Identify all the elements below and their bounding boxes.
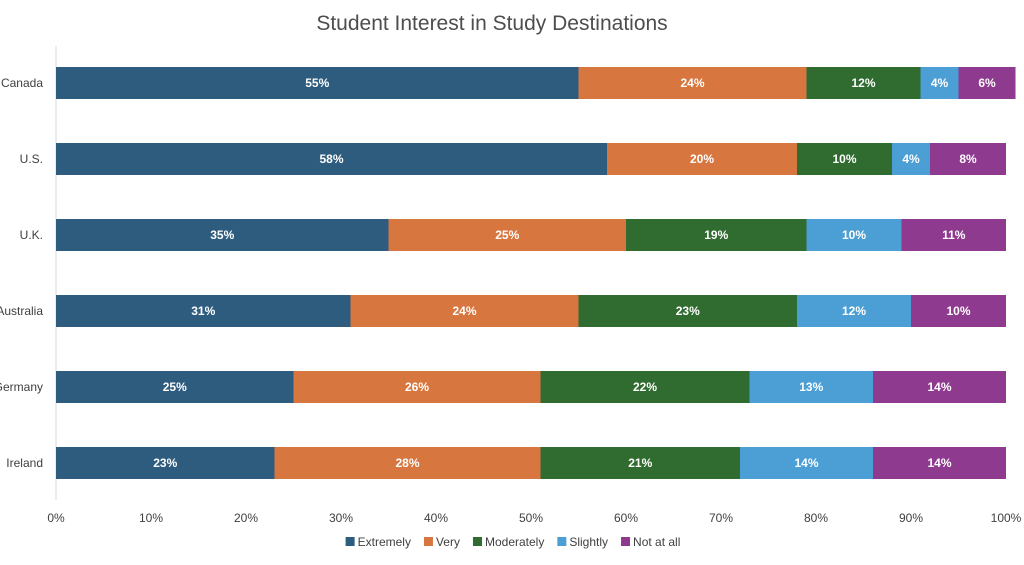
legend: Extremely Very Moderately Slightly Not at al… [345,535,680,549]
bar-segment [873,371,1006,403]
data-label: 35% [210,228,234,242]
legend-swatch [557,537,567,546]
category-label: U.S. [20,152,43,166]
bar-segment [740,447,873,479]
data-label: 6% [978,76,996,90]
x-tick-label: 90% [899,511,923,525]
bar-segment [388,219,626,251]
data-label: 20% [690,152,714,166]
bar-segment [350,295,579,327]
data-label: 10% [832,152,856,166]
legend-swatch [472,537,482,546]
x-tick-label: 100% [991,511,1022,525]
data-label: 10% [946,304,970,318]
legend-label: Extremely [358,535,411,549]
bar-segment [293,371,541,403]
data-label: 14% [927,380,951,394]
data-label: 23% [153,456,177,470]
category-label: U.K. [20,228,43,242]
data-label: 4% [931,76,949,90]
data-label: 25% [495,228,519,242]
legend-label: Slightly [569,535,608,549]
bar-segment [56,219,389,251]
category-labels: Canada U.S. U.K. Australia Germany Ireland [0,76,43,470]
data-label: 14% [927,456,951,470]
bar-segment [578,67,807,99]
category-label: Ireland [6,456,43,470]
legend-swatch [345,537,355,546]
data-label: 22% [633,380,657,394]
data-label: 24% [452,304,476,318]
x-tick-label: 80% [804,511,828,525]
chart-title: Student Interest in Study Destinations [316,12,667,35]
bar-segment [578,295,797,327]
bar-segment [797,143,892,175]
legend-swatch [621,537,631,546]
category-label: Canada [1,76,43,90]
bar-segment [920,67,959,99]
bar-segment [873,447,1006,479]
data-label: 24% [680,76,704,90]
x-tick-label: 30% [329,511,353,525]
data-label: 26% [405,380,429,394]
bar-segment [56,143,607,175]
bar-segment [56,67,579,99]
x-tick-label: 70% [709,511,733,525]
category-label: Germany [0,380,43,394]
bar-segment [930,143,1006,175]
x-tick-label: 10% [139,511,163,525]
data-label: 19% [704,228,728,242]
bar-segment [806,219,902,251]
data-label: 11% [942,228,966,242]
legend-label: Not at all [633,535,680,549]
data-label: 12% [851,76,875,90]
data-label: 21% [628,456,652,470]
data-label: 8% [959,152,977,166]
x-tick-label: 0% [47,511,65,525]
bar-segment [626,219,807,251]
data-label: 31% [191,304,215,318]
bar-segment [806,67,921,99]
data-label: 14% [794,456,818,470]
bars-group: 55% 24% 12% 4% 6% 58% 20% 10% 4% 8% 35% 25% 19% 10% 11… [56,67,1016,479]
data-label: 4% [902,152,920,166]
bar-segment [56,447,275,479]
bar-segment [749,371,873,403]
data-label: 55% [305,76,329,90]
legend-swatch [423,537,433,546]
bar-segment [892,143,930,175]
bar-segment [797,295,911,327]
legend-label: Moderately [485,535,544,549]
data-label: 58% [319,152,343,166]
data-label: 23% [676,304,700,318]
bar-segment [958,67,1016,99]
bar-segment [540,371,750,403]
data-label: 10% [842,228,866,242]
x-axis-ticks: 0% 10% 20% 30% 40% 50% 60% 70% 80% 90% 100% [47,511,1021,525]
legend-label: Very [436,535,460,549]
data-label: 25% [163,380,187,394]
x-tick-label: 40% [424,511,448,525]
data-label: 12% [842,304,866,318]
x-tick-label: 50% [519,511,543,525]
bar-segment [540,447,740,479]
x-tick-label: 20% [234,511,258,525]
x-tick-label: 60% [614,511,638,525]
bar-segment [56,295,351,327]
data-label: 28% [395,456,419,470]
bar-segment [274,447,541,479]
bar-segment [901,219,1006,251]
data-label: 13% [799,380,823,394]
bar-segment [607,143,797,175]
category-label: Australia [0,304,43,318]
bar-segment [911,295,1006,327]
bar-segment [56,371,294,403]
